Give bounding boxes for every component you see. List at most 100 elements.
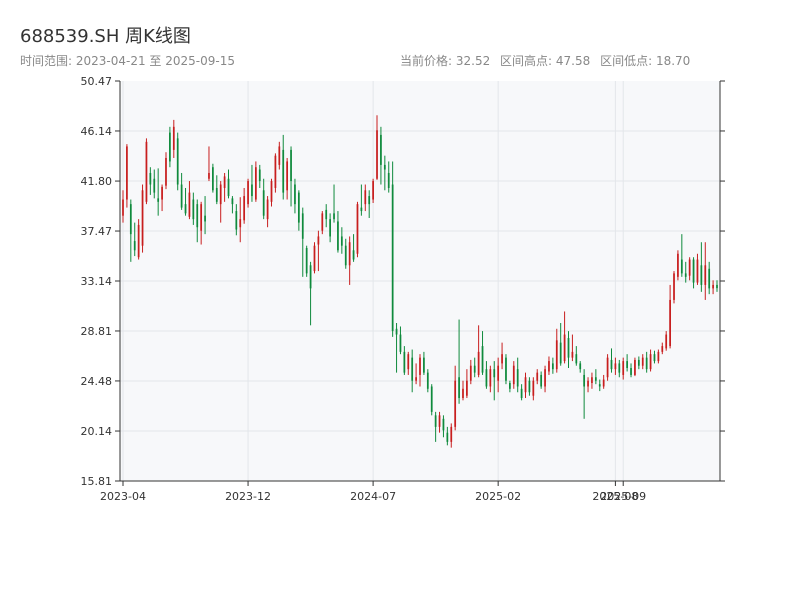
candle-body (442, 418, 445, 431)
candle-body (634, 359, 636, 375)
candle-body (680, 259, 683, 274)
candle (485, 361, 488, 389)
candle (673, 271, 675, 304)
candle (372, 178, 374, 203)
candle-body (594, 377, 597, 381)
candle (442, 415, 445, 438)
candle-body (153, 178, 156, 193)
candle (692, 257, 695, 289)
range-high: 区间高点: 47.58 (500, 54, 591, 68)
candle-body (333, 213, 335, 220)
y-tick-label: 41.80 (81, 175, 113, 188)
candle (665, 331, 668, 351)
candle-body (551, 363, 554, 370)
candle (426, 369, 429, 393)
candle (262, 178, 265, 220)
candle (641, 354, 644, 370)
candle-body (372, 181, 374, 200)
candle-body (559, 342, 562, 364)
candle (669, 284, 671, 349)
candle-body (200, 204, 203, 231)
candle-body (235, 211, 238, 230)
candle-body (360, 207, 363, 212)
candle-body (583, 374, 586, 387)
candle-body (591, 377, 593, 384)
candle (364, 184, 367, 212)
candle (544, 365, 546, 393)
candle (204, 196, 206, 235)
candle (626, 354, 628, 372)
candle (657, 349, 660, 364)
candle (399, 326, 402, 355)
candle-body (301, 213, 304, 239)
y-tick-label: 28.81 (81, 325, 113, 338)
candle-body (247, 181, 249, 205)
candle (258, 164, 261, 188)
candle-body (317, 236, 320, 245)
candle (618, 359, 621, 378)
candle-body (407, 354, 410, 370)
candle (680, 234, 683, 277)
candle (481, 331, 484, 375)
candle-body (133, 241, 136, 251)
candle (290, 146, 292, 207)
candle-body (696, 259, 699, 283)
candle (188, 181, 191, 220)
candle (387, 161, 390, 193)
candle-body (137, 224, 140, 258)
candle-body (297, 192, 300, 223)
candle (333, 184, 335, 223)
candle (630, 363, 632, 378)
candle-body (641, 357, 644, 366)
candle (516, 357, 519, 393)
candle (165, 152, 167, 190)
candle (196, 199, 199, 243)
candle-body (438, 415, 441, 427)
candle-body (380, 134, 382, 165)
candle-body (606, 357, 609, 378)
candle-body (192, 199, 195, 220)
candle (430, 384, 433, 416)
x-tick-label: 2023-04 (100, 490, 146, 503)
candle-body (325, 209, 328, 220)
candle (391, 161, 394, 337)
candle-body (254, 167, 257, 200)
candle (157, 168, 160, 216)
candle (462, 380, 464, 401)
candle-body (477, 351, 480, 375)
candle-body (540, 374, 543, 387)
y-tick-label: 46.14 (81, 125, 113, 138)
candle (254, 161, 257, 202)
y-tick-label: 24.48 (81, 375, 113, 388)
chart-title: 688539.SH 周K线图 (20, 26, 191, 47)
candle-body (571, 351, 574, 358)
candle (551, 357, 554, 374)
candle (313, 242, 316, 274)
candle (352, 234, 355, 262)
candle (610, 348, 613, 373)
x-tick-label: 2024-07 (350, 490, 396, 503)
candle (321, 211, 324, 235)
candle (622, 357, 625, 380)
candle-body (387, 172, 390, 188)
candle-body (344, 245, 347, 266)
candle-body (329, 219, 331, 237)
candle (325, 204, 328, 228)
candle-body (622, 361, 625, 375)
candle-body (180, 184, 183, 208)
candle-body (356, 204, 359, 254)
candle-body (532, 380, 535, 396)
range-low: 区间低点: 18.70 (600, 54, 691, 68)
candle-body (286, 161, 289, 191)
candle-body (677, 253, 679, 277)
candle-body (352, 250, 355, 260)
candle (512, 361, 515, 389)
candle (161, 184, 163, 212)
candle-body (505, 357, 507, 381)
candle (591, 372, 593, 389)
candle (137, 219, 140, 260)
candle (454, 365, 457, 431)
x-tick-label: 2023-12 (225, 490, 271, 503)
candle-body (122, 199, 124, 216)
candle (704, 242, 707, 300)
